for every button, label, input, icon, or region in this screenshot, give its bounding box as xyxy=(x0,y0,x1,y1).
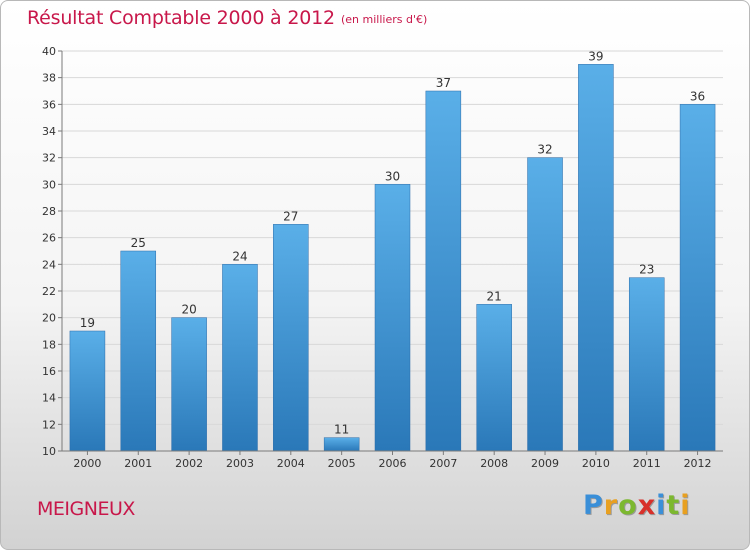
x-tick-label-2010: 2010 xyxy=(582,457,610,470)
x-tick-label-2011: 2011 xyxy=(633,457,661,470)
x-tick-label-2012: 2012 xyxy=(684,457,712,470)
axes xyxy=(58,50,723,455)
y-tick-label: 14 xyxy=(42,392,56,405)
logo-letter: t xyxy=(666,490,681,521)
x-tick-label-2004: 2004 xyxy=(277,457,305,470)
x-tick-label-2009: 2009 xyxy=(531,457,559,470)
value-label-2008: 21 xyxy=(487,289,502,303)
x-tick-label-2007: 2007 xyxy=(429,457,457,470)
x-tick-label-2002: 2002 xyxy=(175,457,203,470)
bar-2000 xyxy=(69,330,106,452)
value-label-2006: 30 xyxy=(385,169,400,183)
y-tick-label: 22 xyxy=(42,285,56,298)
y-tick-label: 10 xyxy=(42,445,56,458)
bar-2003 xyxy=(222,264,258,452)
bar-2012 xyxy=(679,104,716,452)
x-tick-label-2001: 2001 xyxy=(124,457,152,470)
chart-title: Résultat Comptable 2000 à 2012 xyxy=(27,7,335,29)
y-tick-label: 18 xyxy=(42,338,56,351)
x-tick-label-2003: 2003 xyxy=(226,457,254,470)
y-tick-label: 28 xyxy=(42,205,56,218)
bar-2005 xyxy=(323,437,360,452)
labels: 10 12 14 16 18 20 22 24 26 28 30 32 34 36 38 40 2000 19 20… xyxy=(42,45,712,470)
value-label-2005: 11 xyxy=(334,423,349,437)
y-tick-label: 34 xyxy=(42,125,56,138)
y-tick-label: 24 xyxy=(42,258,56,271)
x-tick-label-2000: 2000 xyxy=(73,457,101,470)
value-label-2000: 19 xyxy=(80,316,95,330)
logo-letter: r xyxy=(603,490,619,521)
value-label-2011: 23 xyxy=(639,263,654,277)
y-tick-label: 12 xyxy=(42,418,56,431)
value-label-2009: 32 xyxy=(537,143,552,157)
x-tick-label-2006: 2006 xyxy=(379,457,407,470)
bar-2009 xyxy=(527,157,563,452)
logo-letter: i xyxy=(656,490,667,521)
bar-2010 xyxy=(578,64,614,452)
y-tick-label: 32 xyxy=(42,152,56,165)
y-tick-label: 38 xyxy=(42,72,56,85)
y-tick-label: 40 xyxy=(42,45,56,58)
x-tick-label-2008: 2008 xyxy=(480,457,508,470)
chart-subtitle: (en milliers d'€) xyxy=(341,13,428,26)
bar-2006 xyxy=(374,184,411,452)
logo-letter: i xyxy=(680,490,691,521)
bar-2004 xyxy=(273,224,309,452)
bar-2008 xyxy=(476,304,512,452)
logo-letter: x xyxy=(637,490,657,521)
value-label-2004: 27 xyxy=(283,209,298,223)
y-tick-label: 16 xyxy=(42,365,56,378)
y-tick-label: 36 xyxy=(42,98,56,111)
x-tick-label-2005: 2005 xyxy=(328,457,356,470)
value-label-2003: 24 xyxy=(232,249,247,263)
value-label-2010: 39 xyxy=(588,49,603,63)
bars xyxy=(69,64,716,452)
y-tick-label: 30 xyxy=(42,178,56,191)
logo-letter: o xyxy=(618,490,638,521)
logo-letter: P xyxy=(583,490,604,521)
bar-2007 xyxy=(425,90,462,452)
value-label-2007: 37 xyxy=(436,76,451,90)
y-tick-label: 20 xyxy=(42,312,56,325)
bar-2011 xyxy=(628,277,665,452)
y-tick-label: 26 xyxy=(42,232,56,245)
proxiti-logo: Proxiti xyxy=(583,490,691,521)
value-label-2001: 25 xyxy=(131,236,146,250)
bar-2002 xyxy=(171,317,207,452)
bar-2001 xyxy=(120,250,157,452)
commune-name: MEIGNEUX xyxy=(37,498,135,520)
value-label-2002: 20 xyxy=(181,303,196,317)
value-label-2012: 36 xyxy=(690,89,705,103)
